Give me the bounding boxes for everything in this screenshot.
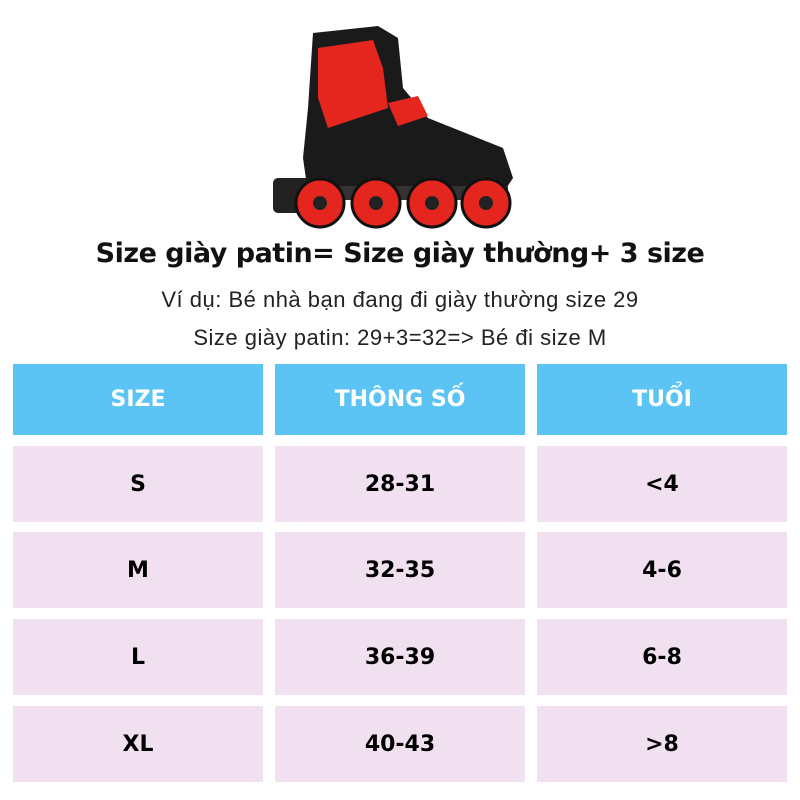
table-cell-age: 4-6 <box>537 532 787 608</box>
example-text: Ví dụ: Bé nhà bạn đang đi giày thường si… <box>161 287 639 312</box>
table-cell-spec: 28-31 <box>275 446 525 522</box>
header-size: SIZE <box>13 364 263 435</box>
table-cell-size: M <box>13 532 263 608</box>
table-cell-spec: 36-39 <box>275 619 525 695</box>
table-cell-size: XL <box>13 706 263 782</box>
table-cell-spec: 40-43 <box>275 706 525 782</box>
table-cell-spec: 32-35 <box>275 532 525 608</box>
table-cell-size: L <box>13 619 263 695</box>
inline-skate-image <box>273 26 513 229</box>
table-cell-age: >8 <box>537 706 787 782</box>
table-cell-size: S <box>13 446 263 522</box>
header-age: TUỔI <box>537 364 787 435</box>
headline: Size giày patin= Size giày thường+ 3 siz… <box>95 238 705 269</box>
header-spec: THÔNG SỐ <box>275 364 525 435</box>
table-cell-age: 6-8 <box>537 619 787 695</box>
calculation-text: Size giày patin: 29+3=32=> Bé đi size M <box>193 325 607 350</box>
table-cell-age: <4 <box>537 446 787 522</box>
